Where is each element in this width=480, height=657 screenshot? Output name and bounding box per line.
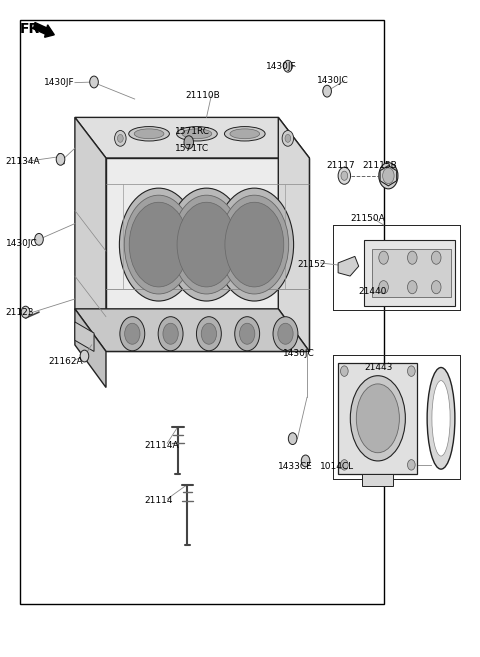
Polygon shape <box>362 474 393 486</box>
Polygon shape <box>372 248 451 297</box>
Text: 21150A: 21150A <box>350 214 385 223</box>
Circle shape <box>408 460 415 470</box>
Ellipse shape <box>177 127 217 141</box>
Text: 1430JC: 1430JC <box>5 238 37 248</box>
Circle shape <box>408 366 415 376</box>
Text: 1430JC: 1430JC <box>283 349 315 358</box>
Circle shape <box>341 171 348 180</box>
FancyArrow shape <box>34 22 54 37</box>
Ellipse shape <box>356 384 399 453</box>
Text: 21117: 21117 <box>326 162 355 170</box>
Polygon shape <box>75 309 310 351</box>
Circle shape <box>408 251 417 264</box>
Ellipse shape <box>230 129 260 139</box>
Ellipse shape <box>134 129 164 139</box>
Text: 21110B: 21110B <box>185 91 220 101</box>
Text: 21440: 21440 <box>359 286 387 296</box>
Circle shape <box>432 251 441 264</box>
Ellipse shape <box>273 317 298 351</box>
Ellipse shape <box>225 202 284 287</box>
Ellipse shape <box>124 195 193 294</box>
Text: 21114: 21114 <box>144 496 173 505</box>
Circle shape <box>118 135 123 143</box>
Polygon shape <box>106 158 310 351</box>
Polygon shape <box>75 118 310 158</box>
Ellipse shape <box>215 188 294 301</box>
Polygon shape <box>364 240 456 306</box>
Text: 1430JC: 1430JC <box>317 76 348 85</box>
Polygon shape <box>75 309 106 388</box>
Ellipse shape <box>177 202 236 287</box>
Circle shape <box>323 85 331 97</box>
Text: 21123: 21123 <box>5 307 34 317</box>
Circle shape <box>301 455 310 467</box>
Circle shape <box>285 135 291 143</box>
Ellipse shape <box>129 202 188 287</box>
Circle shape <box>184 136 193 149</box>
Text: 1571TC: 1571TC <box>175 145 209 153</box>
Circle shape <box>379 281 388 294</box>
Circle shape <box>282 131 294 147</box>
Ellipse shape <box>432 380 450 456</box>
Circle shape <box>56 154 65 166</box>
Polygon shape <box>278 118 310 351</box>
Ellipse shape <box>129 127 169 141</box>
Ellipse shape <box>201 323 216 344</box>
Circle shape <box>284 60 292 72</box>
Ellipse shape <box>225 127 265 141</box>
Ellipse shape <box>240 323 255 344</box>
Circle shape <box>80 350 89 362</box>
Polygon shape <box>75 118 106 351</box>
Ellipse shape <box>427 367 455 469</box>
Ellipse shape <box>163 323 178 344</box>
Circle shape <box>115 131 126 147</box>
Ellipse shape <box>120 188 198 301</box>
Bar <box>20 20 384 604</box>
Ellipse shape <box>182 129 212 139</box>
Ellipse shape <box>278 323 293 344</box>
Ellipse shape <box>120 317 145 351</box>
Circle shape <box>90 76 98 88</box>
Ellipse shape <box>172 195 241 294</box>
Text: FR.: FR. <box>20 22 46 35</box>
Circle shape <box>379 163 398 189</box>
Text: 1433CE: 1433CE <box>278 462 313 470</box>
Ellipse shape <box>158 317 183 351</box>
Circle shape <box>35 233 43 245</box>
Ellipse shape <box>220 195 288 294</box>
Text: 21134A: 21134A <box>5 157 40 166</box>
Polygon shape <box>75 322 94 351</box>
Text: 1430JF: 1430JF <box>44 78 74 87</box>
Ellipse shape <box>235 317 260 351</box>
Ellipse shape <box>350 376 406 461</box>
Text: 21115B: 21115B <box>362 162 397 170</box>
Text: 1430JF: 1430JF <box>266 62 297 71</box>
Circle shape <box>340 366 348 376</box>
Polygon shape <box>338 256 359 276</box>
Circle shape <box>340 460 348 470</box>
Polygon shape <box>338 363 417 474</box>
Circle shape <box>288 433 297 445</box>
Ellipse shape <box>167 188 246 301</box>
Text: 1571RC: 1571RC <box>175 127 210 136</box>
Circle shape <box>408 281 417 294</box>
Text: 21162A: 21162A <box>48 357 83 366</box>
Circle shape <box>338 168 350 184</box>
Ellipse shape <box>196 317 221 351</box>
Ellipse shape <box>125 323 140 344</box>
Circle shape <box>383 168 394 183</box>
Polygon shape <box>380 166 396 186</box>
Text: 1014CL: 1014CL <box>321 462 355 470</box>
Text: 21152: 21152 <box>298 260 326 269</box>
Circle shape <box>21 306 30 318</box>
Text: 21114A: 21114A <box>144 441 179 449</box>
Circle shape <box>432 281 441 294</box>
Text: 21443: 21443 <box>364 363 393 373</box>
Circle shape <box>379 251 388 264</box>
